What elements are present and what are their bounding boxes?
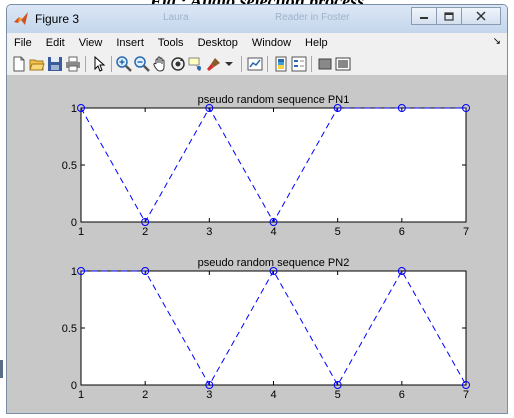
print-icon[interactable] [65, 56, 81, 72]
toolbar-separator [311, 56, 312, 72]
data-point-marker [141, 218, 150, 226]
toolbar-separator [241, 56, 242, 72]
show-plot-tools-icon[interactable] [335, 56, 351, 72]
zoom-in-icon[interactable] [116, 56, 132, 72]
link-plot-icon[interactable] [247, 56, 263, 72]
x-tick-label: 5 [335, 226, 341, 238]
axes-box [80, 107, 467, 223]
plot-svg: pseudo random sequence PN1 1 2 3 4 5 6 7 0 0.5 1 ps… [62, 94, 470, 401]
series-line [81, 269, 467, 387]
chart-title: pseudo random sequence PN2 [198, 257, 350, 269]
x-tick-label: 3 [206, 389, 212, 401]
save-icon[interactable] [47, 56, 63, 72]
data-point-marker [333, 381, 342, 389]
x-tick-label: 6 [399, 389, 405, 401]
title-bar[interactable]: Figure 3 Laura Reader in Foster [7, 5, 507, 33]
x-tick-label: 1 [78, 226, 84, 238]
data-cursor-icon[interactable] [188, 56, 204, 72]
figure-canvas: pseudo random sequence PN1 1 2 3 4 5 6 7 0 0.5 1 ps… [7, 76, 507, 413]
background-window-title: Laura [163, 12, 189, 23]
toolbar-separator [267, 56, 268, 72]
menu-view[interactable]: View [78, 37, 103, 49]
y-tick-label: 1 [71, 103, 77, 115]
data-point-marker [397, 104, 406, 112]
legend-icon[interactable] [291, 56, 307, 72]
menu-overflow-icon[interactable]: ↘ [492, 36, 501, 47]
rotate-3d-icon[interactable] [170, 56, 186, 72]
series-line [80, 106, 466, 224]
data-point-marker [333, 104, 342, 112]
brush-dropdown-icon[interactable] [221, 56, 237, 72]
window-title: Figure 3 [35, 12, 80, 26]
menu-tools[interactable]: Tools [157, 37, 184, 49]
x-tick-label: 4 [270, 389, 276, 401]
axes-box [80, 270, 467, 386]
x-tick-label: 2 [142, 226, 148, 238]
chart-title: pseudo random sequence PN1 [198, 94, 350, 106]
data-point-marker [269, 218, 278, 226]
y-tick-label: 1 [71, 266, 77, 278]
toolbar [7, 53, 507, 76]
data-point-marker [205, 381, 214, 389]
close-button[interactable] [461, 7, 501, 25]
y-tick-label: 0.5 [62, 323, 77, 335]
data-point-marker [269, 267, 278, 275]
y-tick-label: 0 [71, 217, 77, 229]
pointer-icon[interactable] [91, 56, 107, 72]
menu-window[interactable]: Window [251, 37, 292, 49]
data-point-marker [77, 267, 85, 275]
data-point-marker [462, 104, 470, 112]
minimize-button[interactable] [411, 7, 437, 25]
toolbar-separator [111, 56, 112, 72]
background-window-title: Reader in Foster [275, 12, 350, 23]
data-point-marker [141, 267, 150, 275]
x-tick-label: 3 [206, 226, 212, 238]
hide-plot-tools-icon[interactable] [317, 56, 333, 72]
toolbar-separator [85, 56, 86, 72]
zoom-out-icon[interactable] [134, 56, 150, 72]
maximize-button[interactable] [436, 7, 462, 25]
menu-insert[interactable]: Insert [116, 37, 144, 49]
x-tick-label: 6 [399, 226, 405, 238]
matlab-app-icon [14, 12, 28, 25]
x-tick-label: 2 [142, 389, 148, 401]
menu-bar: File Edit View Insert Tools Desktop Wind… [7, 33, 507, 53]
pan-icon[interactable] [152, 56, 168, 72]
x-tick-label: 7 [463, 389, 469, 401]
data-point-marker [77, 104, 85, 112]
y-tick-label: 0 [71, 380, 77, 392]
minimize-icon [420, 17, 428, 19]
menu-desktop[interactable]: Desktop [197, 37, 238, 49]
colorbar-icon[interactable] [273, 56, 289, 72]
data-point-marker [397, 267, 406, 275]
maximize-icon [444, 11, 454, 21]
x-tick-label: 7 [463, 226, 469, 238]
menu-help[interactable]: Help [305, 37, 328, 49]
y-tick-label: 0.5 [62, 160, 77, 172]
x-tick-label: 1 [78, 389, 84, 401]
menu-edit[interactable]: Edit [45, 37, 65, 49]
data-point-marker [462, 381, 470, 389]
menu-file[interactable]: File [14, 37, 32, 49]
figure-window: Figure 3 Laura Reader in Foster File Edi… [6, 4, 508, 414]
x-tick-label: 5 [335, 389, 341, 401]
open-file-icon[interactable] [29, 56, 45, 72]
x-tick-label: 4 [270, 226, 276, 238]
new-figure-icon[interactable] [11, 56, 27, 72]
side-tab [0, 360, 3, 378]
data-point-marker [205, 104, 214, 112]
brush-icon[interactable] [206, 56, 222, 72]
close-icon [476, 11, 486, 21]
